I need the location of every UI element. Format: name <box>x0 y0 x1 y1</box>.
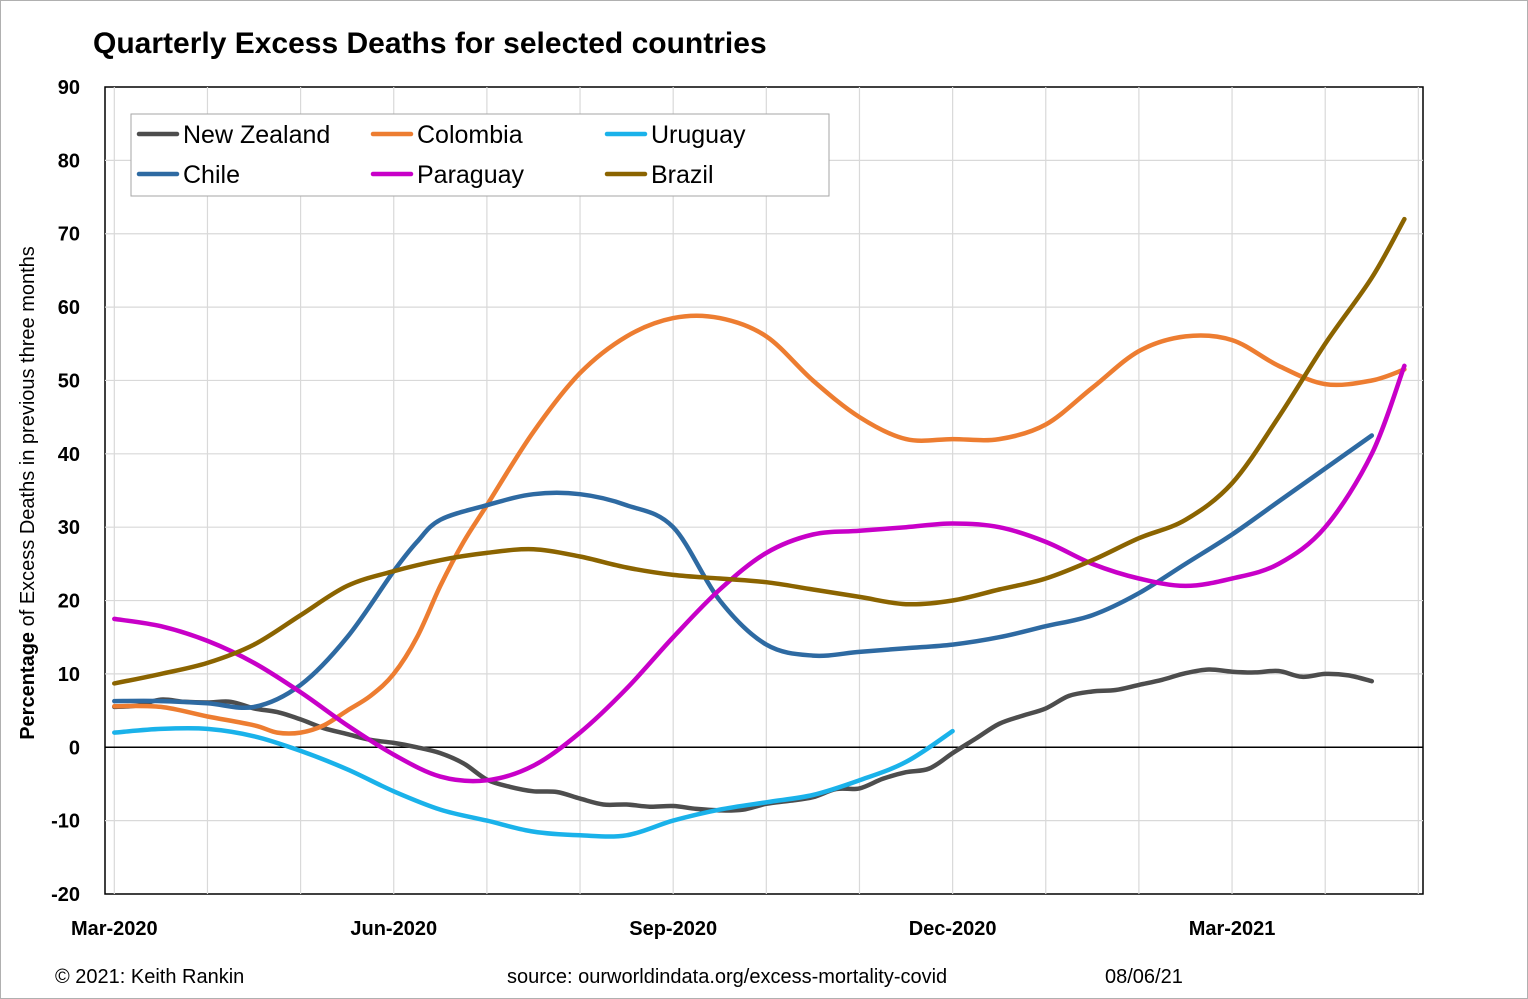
x-tick-label: Dec-2020 <box>909 918 997 940</box>
y-tick-label: 90 <box>58 77 80 99</box>
x-tick-label: Mar-2021 <box>1189 918 1276 940</box>
legend-label-new-zealand: New Zealand <box>183 121 330 149</box>
legend-label-colombia: Colombia <box>417 121 523 149</box>
chart-title: Quarterly Excess Deaths for selected cou… <box>93 27 767 60</box>
footer-source: source: ourworldindata.org/excess-mortal… <box>507 966 947 988</box>
series-line-brazil <box>112 216 1407 686</box>
y-tick-label: -10 <box>51 811 80 833</box>
y-tick-label: 50 <box>58 370 80 392</box>
y-tick-label: -20 <box>51 884 80 906</box>
y-tick-label: 80 <box>58 150 80 172</box>
y-tick-label: 10 <box>58 664 80 686</box>
series-line-chile <box>112 433 1375 711</box>
plot-area: -20 -10 0 10 20 30 40 50 60 70 80 90 Mar-2020 Jun-20… <box>51 77 1424 940</box>
legend-label-chile: Chile <box>183 161 240 189</box>
y-tick-label: 60 <box>58 297 80 319</box>
legend-box <box>130 113 830 197</box>
y-axis-ticks: -20 -10 0 10 20 30 40 50 60 70 80 90 <box>51 77 80 906</box>
series-line-new-zealand <box>112 667 1375 813</box>
legend-label-uruguay: Uruguay <box>651 121 746 149</box>
y-axis-label: Percentage of Excess Deaths in previous … <box>17 246 39 740</box>
series-line-uruguay <box>112 725 955 839</box>
x-axis-ticks: Mar-2020 Jun-2020 Sep-2020 Dec-2020 Mar-2021 <box>71 918 1275 940</box>
x-tick-label: Sep-2020 <box>629 918 717 940</box>
legend: New Zealand Colombia Uruguay Chile Paraguay B… <box>130 113 830 197</box>
y-axis-label-rest: of Excess Deaths in previous three month… <box>17 246 39 632</box>
y-tick-label: 20 <box>58 591 80 613</box>
y-tick-label: 40 <box>58 444 80 466</box>
series-lines <box>112 216 1407 839</box>
y-axis-label-bold: Percentage <box>17 632 39 740</box>
x-tick-label: Jun-2020 <box>350 918 437 940</box>
y-tick-label: 30 <box>58 517 80 539</box>
legend-label-brazil: Brazil <box>651 161 714 189</box>
series-line-colombia <box>112 313 1407 736</box>
footer-date: 08/06/21 <box>1105 966 1183 988</box>
x-tick-label: Mar-2020 <box>71 918 158 940</box>
y-tick-label: 0 <box>69 737 80 759</box>
series-line-paraguay <box>112 363 1407 784</box>
y-tick-label: 70 <box>58 224 80 246</box>
legend-label-paraguay: Paraguay <box>417 161 525 189</box>
footer-copyright: © 2021: Keith Rankin <box>55 966 244 988</box>
